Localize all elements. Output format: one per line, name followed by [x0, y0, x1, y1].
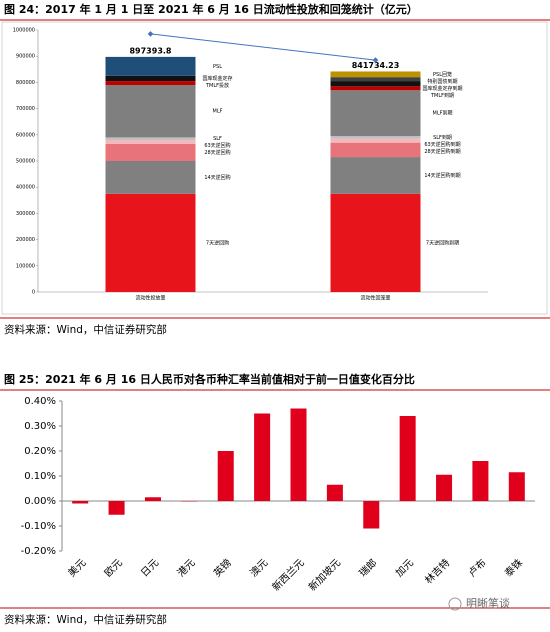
source: 资料来源：Wind，中信证券研究部: [4, 323, 167, 336]
segment-label: MLF到期: [433, 110, 453, 117]
figure-caption: 图 25：2021 年 6 月 16 日人民币对各币种汇率当前值相对于前一日值变…: [4, 372, 415, 386]
y-tick-label: 200000: [16, 237, 35, 243]
bar-segment: [105, 161, 196, 194]
segment-label: 国库现金定存到期: [422, 85, 462, 92]
y-tick-label: 0.00%: [24, 496, 56, 507]
y-tick-label: 0: [32, 290, 35, 296]
segment-label: SLF: [213, 136, 222, 142]
y-tick-label: 500000: [16, 159, 35, 165]
bar-segment: [330, 193, 421, 292]
x-tick-label: 日元: [139, 557, 161, 579]
segment-label: 63天逆回购: [204, 142, 230, 149]
y-tick-label: 0.40%: [24, 396, 56, 407]
bar-segment: [330, 77, 421, 82]
bar-segment: [105, 75, 196, 82]
line-marker: [147, 31, 154, 37]
bar-segment: [105, 81, 196, 86]
total-label: 841734.23: [352, 61, 400, 70]
bar: [508, 472, 525, 501]
y-tick-label: 600000: [16, 132, 35, 138]
y-tick-label: 0.20%: [24, 446, 56, 457]
watermark-icon: [448, 597, 462, 611]
bar-segment: [330, 90, 421, 137]
x-tick-label: 美元: [65, 556, 88, 579]
bar-segment: [105, 143, 196, 161]
segment-label: 14天逆回购到期: [424, 172, 460, 179]
segment-label: 7天逆回购: [206, 239, 229, 246]
y-tick-label: -0.20%: [21, 546, 56, 557]
x-tick-label: 卢布: [465, 556, 488, 579]
bar-segment: [105, 140, 196, 144]
bar-segment: [330, 142, 421, 158]
y-tick-label: 300000: [16, 211, 35, 217]
segment-label: 28天逆回购: [204, 149, 230, 156]
total-label: 897393.8: [129, 46, 171, 55]
bar: [72, 501, 89, 504]
segment-label: TMLF投放: [205, 82, 229, 89]
bar: [436, 474, 453, 501]
segment-label: PSL: [213, 64, 222, 70]
x-tick-label: 港元: [175, 557, 198, 580]
segment-label: 国库现金定存: [202, 75, 232, 82]
x-tick-label: 英镑: [211, 556, 234, 579]
y-tick-label: 0.30%: [24, 421, 56, 432]
bar: [399, 416, 416, 501]
y-tick-label: 800000: [16, 80, 35, 86]
x-tick-label: 欧元: [102, 557, 125, 580]
bar: [326, 484, 343, 501]
figure-caption: 图 24：2017 年 1 月 1 日至 2021 年 6 月 16 日流动性投…: [4, 2, 418, 16]
bar: [254, 413, 271, 501]
bar-segment: [105, 85, 196, 138]
x-tick-label: 流动性投放量: [135, 295, 165, 302]
y-tick-label: -0.10%: [21, 521, 56, 532]
x-tick-label: 加元: [393, 557, 416, 580]
bar: [363, 501, 380, 529]
bar-segment: [330, 157, 421, 194]
bar-segment: [105, 193, 196, 292]
x-tick-label: 新西兰元: [269, 556, 306, 593]
x-tick-label: 林吉特: [422, 556, 452, 586]
watermark: 明晰笔谈: [466, 596, 510, 610]
bar-segment: [105, 56, 196, 76]
y-tick-label: 900000: [16, 54, 35, 60]
x-tick-label: 新加坡元: [306, 556, 343, 593]
segment-label: SLF到期: [433, 134, 452, 141]
line-series: [150, 33, 376, 61]
chart-frame: [1, 21, 548, 315]
bar-segment: [330, 71, 421, 78]
x-tick-label: 瑞郎: [356, 556, 379, 579]
bar: [472, 461, 489, 501]
bar: [108, 501, 125, 515]
segment-label: 特别国债到期: [427, 78, 457, 85]
bar-segment: [105, 137, 196, 141]
bar-segment: [330, 86, 421, 91]
segment-label: TMLF到期: [430, 92, 454, 99]
x-tick-label: 澳元: [247, 556, 270, 579]
bar: [144, 497, 161, 501]
y-tick-label: 400000: [16, 185, 35, 191]
x-tick-label: 泰铢: [502, 556, 525, 579]
source: 资料来源：Wind，中信证券研究部: [4, 613, 167, 626]
bar-segment: [330, 81, 421, 87]
bar-segment: [330, 138, 421, 143]
bar-segment: [330, 136, 421, 139]
y-tick-label: 100000: [16, 263, 35, 269]
segment-label: 28天逆回购到期: [424, 148, 460, 155]
bar: [181, 501, 198, 502]
y-tick-label: 1000000: [13, 28, 35, 34]
segment-label: 7天逆回购到期: [426, 239, 459, 246]
segment-label: 63天逆回购到期: [424, 141, 460, 148]
bar: [217, 451, 234, 501]
x-tick-label: 流动性回笼量: [360, 295, 390, 302]
y-tick-label: 0.10%: [24, 471, 56, 482]
y-tick-label: 700000: [16, 106, 35, 112]
segment-label: 14天逆回购: [204, 174, 230, 181]
segment-label: MLF: [213, 109, 223, 115]
segment-label: PSL回笼: [433, 71, 452, 78]
bar: [290, 408, 307, 501]
